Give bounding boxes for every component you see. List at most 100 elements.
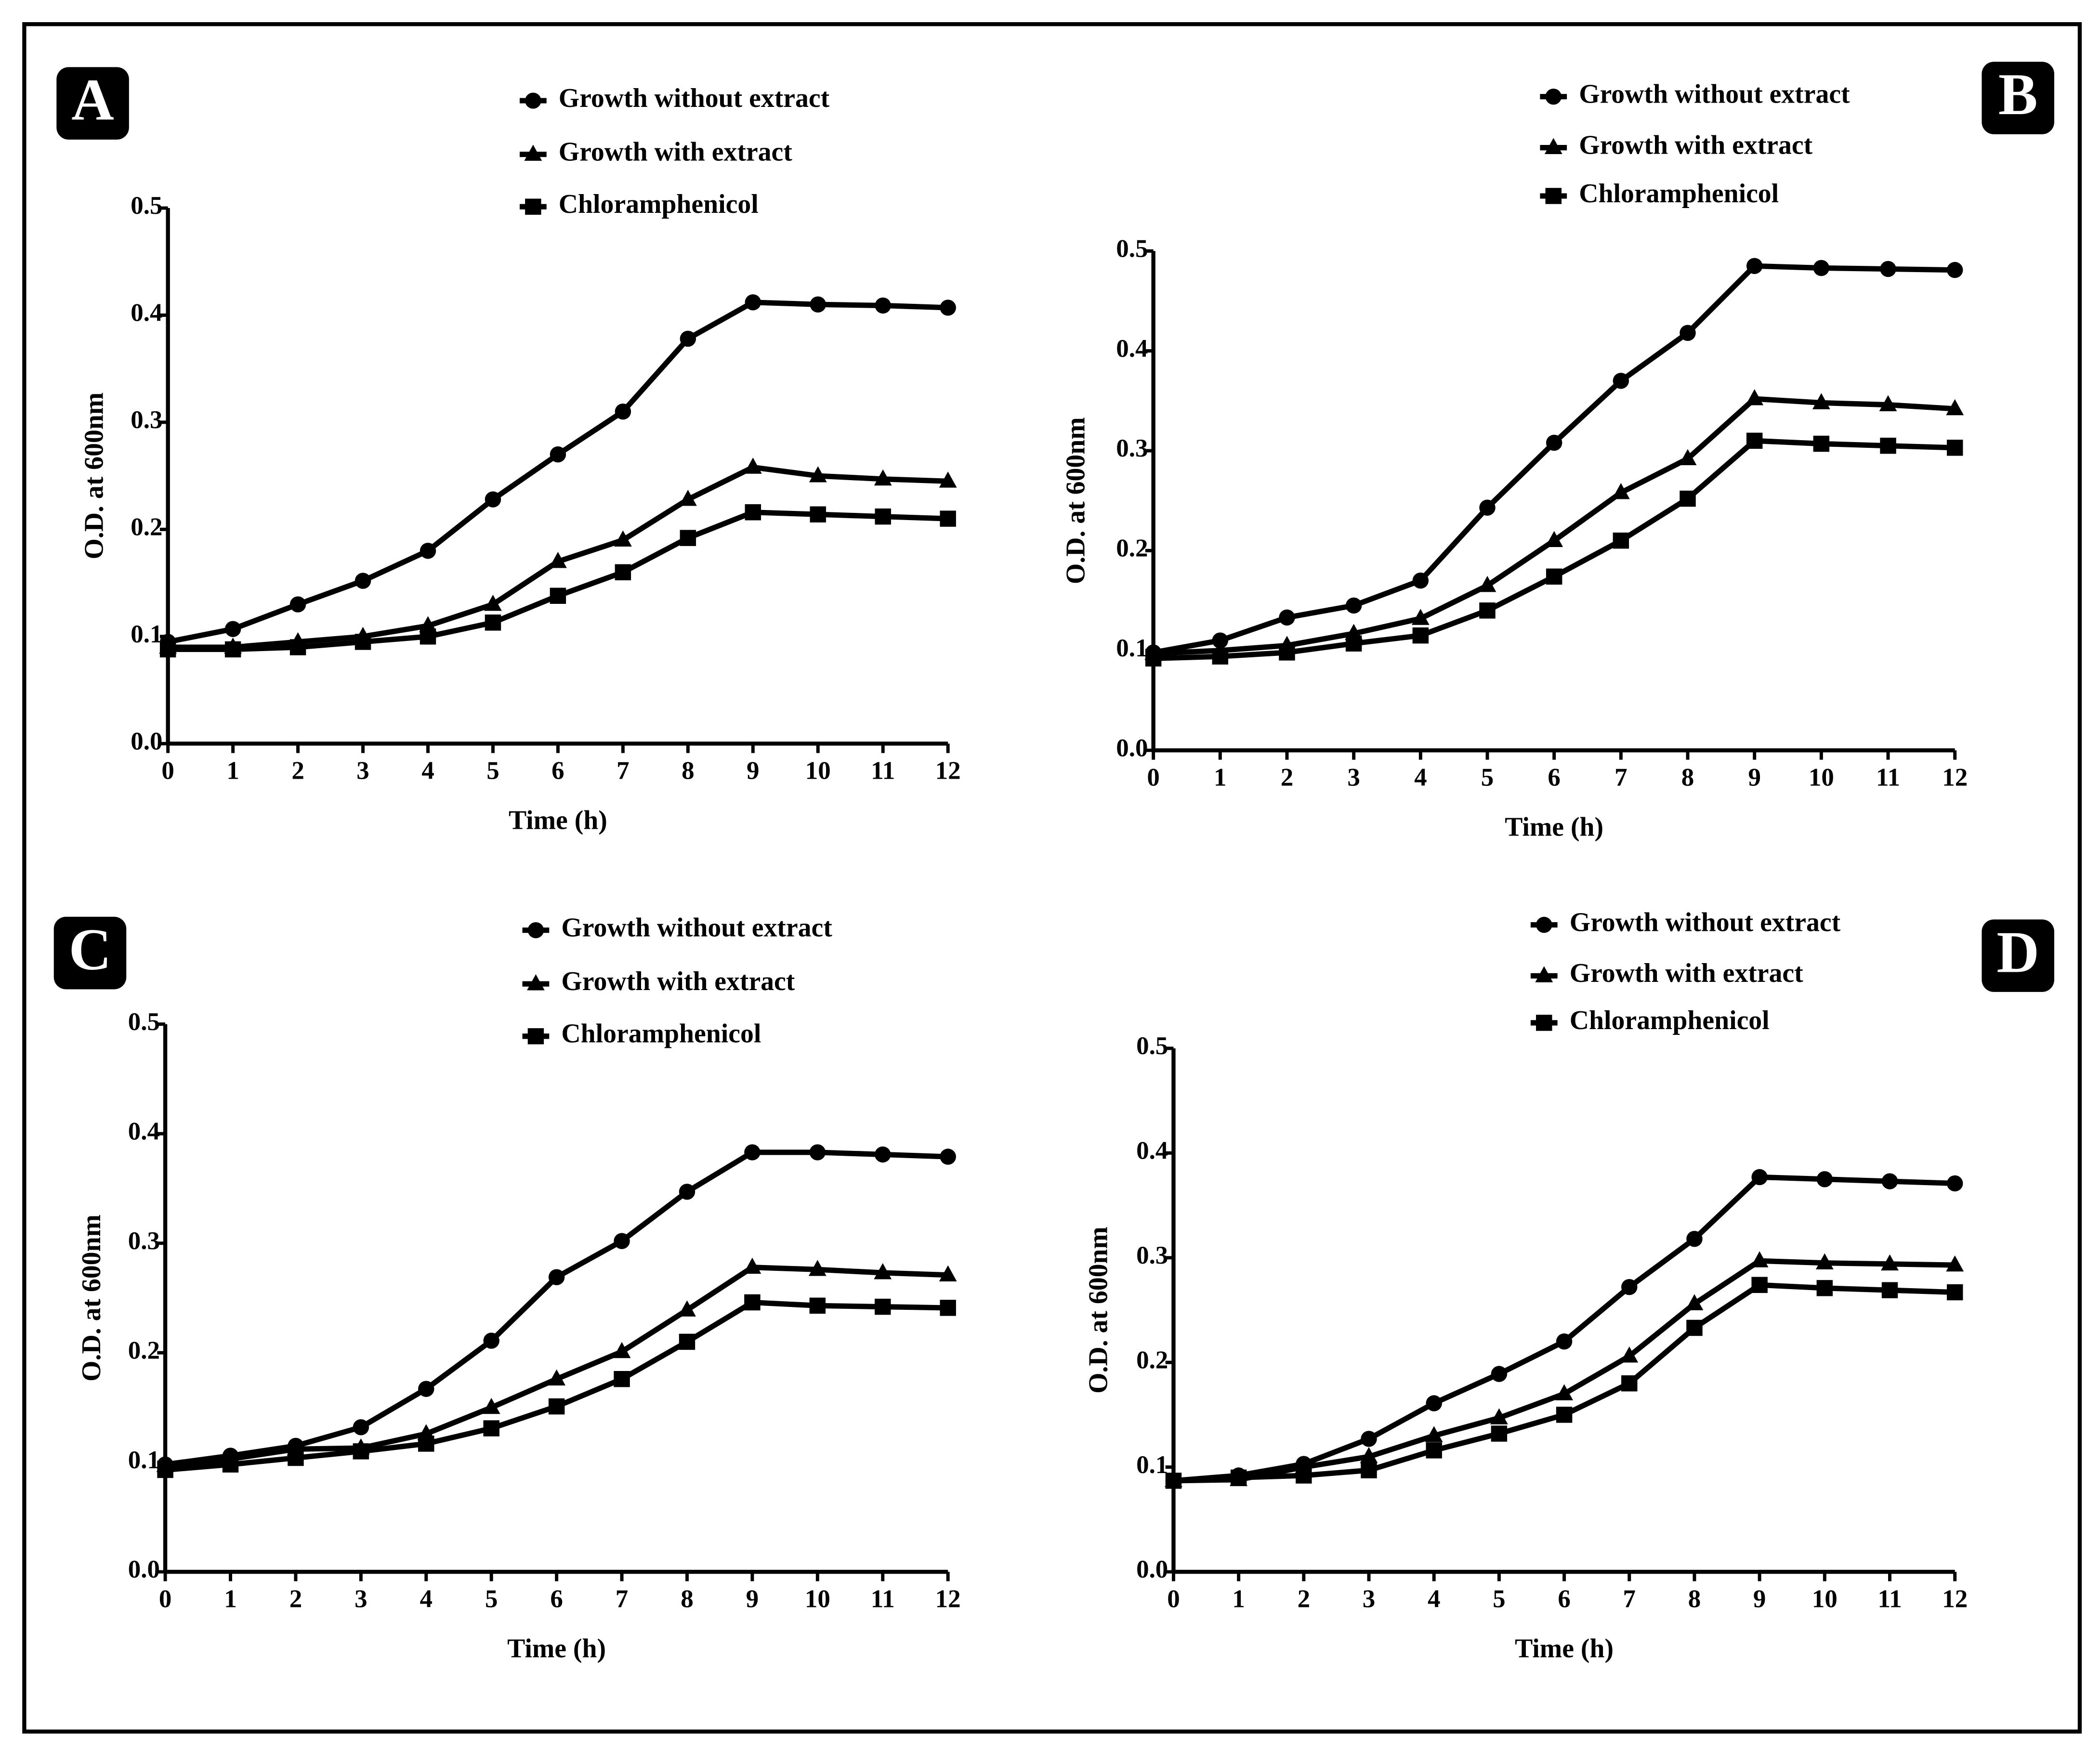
- x-tick-label: 5: [1481, 764, 1494, 792]
- y-tick-label: 0.3: [1116, 434, 1148, 462]
- data-point: [1946, 399, 1964, 416]
- series-line: [168, 509, 948, 653]
- data-point: [1686, 1319, 1703, 1336]
- data-point: [288, 1449, 304, 1466]
- data-point: [418, 1436, 434, 1452]
- data-point: [1813, 435, 1830, 452]
- data-point: [420, 628, 436, 645]
- data-point: [485, 491, 501, 508]
- legend-text: Growth without extract: [559, 83, 830, 113]
- x-axis-title: Time (h): [507, 1633, 606, 1663]
- data-point: [1881, 1173, 1898, 1189]
- y-tick-label: 0.2: [128, 1336, 160, 1364]
- data-point: [1490, 1408, 1508, 1424]
- data-point: [679, 490, 697, 506]
- data-point: [1946, 261, 1963, 278]
- data-point: [353, 1419, 369, 1436]
- data-point: [680, 330, 696, 347]
- data-point: [1165, 1473, 1182, 1489]
- x-tick-label: 8: [1681, 764, 1694, 792]
- x-tick-label: 10: [1812, 1585, 1838, 1613]
- y-tick-label: 0.3: [131, 406, 162, 434]
- legend-marker: [527, 922, 544, 939]
- x-tick-label: 11: [1878, 1585, 1902, 1613]
- data-point: [1279, 609, 1295, 626]
- data-point: [1680, 325, 1696, 341]
- y-tick-label: 0.0: [1116, 734, 1148, 762]
- x-tick-label: 9: [747, 757, 759, 785]
- data-point: [1751, 1277, 1768, 1293]
- data-point: [353, 1443, 369, 1460]
- data-point: [548, 1398, 565, 1415]
- x-tick-label: 3: [356, 757, 369, 785]
- legend-marker: [1545, 188, 1562, 204]
- data-point: [1946, 440, 1963, 456]
- series-line: [1173, 1174, 1955, 1484]
- data-point: [548, 1369, 566, 1386]
- legend-marker: [524, 144, 542, 161]
- data-point: [1212, 632, 1229, 649]
- legend-text: Growth with extract: [1570, 958, 1803, 988]
- x-tick-label: 0: [1147, 764, 1159, 792]
- y-tick-label: 0.5: [131, 192, 162, 220]
- panel-label-box: [1982, 919, 2054, 992]
- legend-text: Growth without extract: [561, 913, 832, 942]
- x-tick-label: 11: [871, 1585, 895, 1613]
- data-point: [420, 543, 436, 559]
- legend-marker: [527, 1028, 544, 1044]
- y-tick-label: 0.0: [128, 1555, 160, 1583]
- data-point: [810, 506, 826, 522]
- series-line: [1173, 1258, 1955, 1484]
- data-point: [1621, 1375, 1638, 1392]
- y-tick-label: 0.4: [128, 1117, 160, 1145]
- x-tick-label: 9: [746, 1585, 759, 1613]
- data-point: [678, 1300, 696, 1317]
- y-tick-label: 0.4: [131, 299, 162, 327]
- data-point: [940, 1149, 956, 1165]
- data-point: [940, 1300, 956, 1316]
- data-point: [875, 297, 891, 314]
- data-point: [1620, 1346, 1639, 1363]
- x-tick-label: 12: [935, 1585, 961, 1613]
- y-tick-label: 0.5: [128, 1008, 160, 1036]
- y-tick-label: 0.4: [1116, 335, 1148, 363]
- data-point: [940, 510, 956, 527]
- x-tick-label: 11: [871, 757, 895, 785]
- data-point: [1411, 609, 1430, 625]
- y-tick-label: 0.1: [131, 620, 162, 648]
- data-point: [1613, 532, 1629, 549]
- data-point: [1946, 1284, 1963, 1301]
- data-point: [483, 1332, 499, 1349]
- data-point: [1946, 1175, 1963, 1192]
- panel-label: C: [69, 917, 112, 982]
- x-tick-label: 12: [935, 757, 961, 785]
- x-tick-label: 5: [485, 1585, 498, 1613]
- y-axis-title: O.D. at 600nm: [1061, 417, 1090, 584]
- data-point: [1412, 627, 1429, 644]
- data-point: [874, 469, 892, 486]
- data-point: [1612, 483, 1630, 499]
- x-tick-label: 6: [1558, 1585, 1570, 1613]
- data-point: [1881, 1282, 1898, 1298]
- legend-text: Growth with extract: [559, 137, 792, 167]
- y-tick-label: 0.5: [1136, 1032, 1168, 1060]
- legend-marker: [1544, 138, 1562, 154]
- data-point: [810, 296, 826, 313]
- y-tick-label: 0.3: [1136, 1241, 1168, 1269]
- x-tick-label: 7: [1614, 764, 1627, 792]
- y-tick-label: 0.2: [1116, 535, 1148, 562]
- panel-label-box: [56, 67, 129, 140]
- data-point: [1296, 1467, 1312, 1484]
- legend-marker: [525, 198, 541, 215]
- x-tick-label: 8: [682, 757, 694, 785]
- data-point: [549, 552, 567, 568]
- x-tick-label: 0: [1167, 1585, 1180, 1613]
- data-point: [418, 1381, 434, 1397]
- data-point: [1426, 1442, 1442, 1459]
- data-point: [483, 1420, 499, 1436]
- x-tick-label: 7: [617, 757, 629, 785]
- data-point: [550, 587, 566, 604]
- x-tick-label: 5: [486, 757, 499, 785]
- legend-text: Growth with extract: [561, 966, 795, 996]
- x-tick-label: 7: [1623, 1585, 1636, 1613]
